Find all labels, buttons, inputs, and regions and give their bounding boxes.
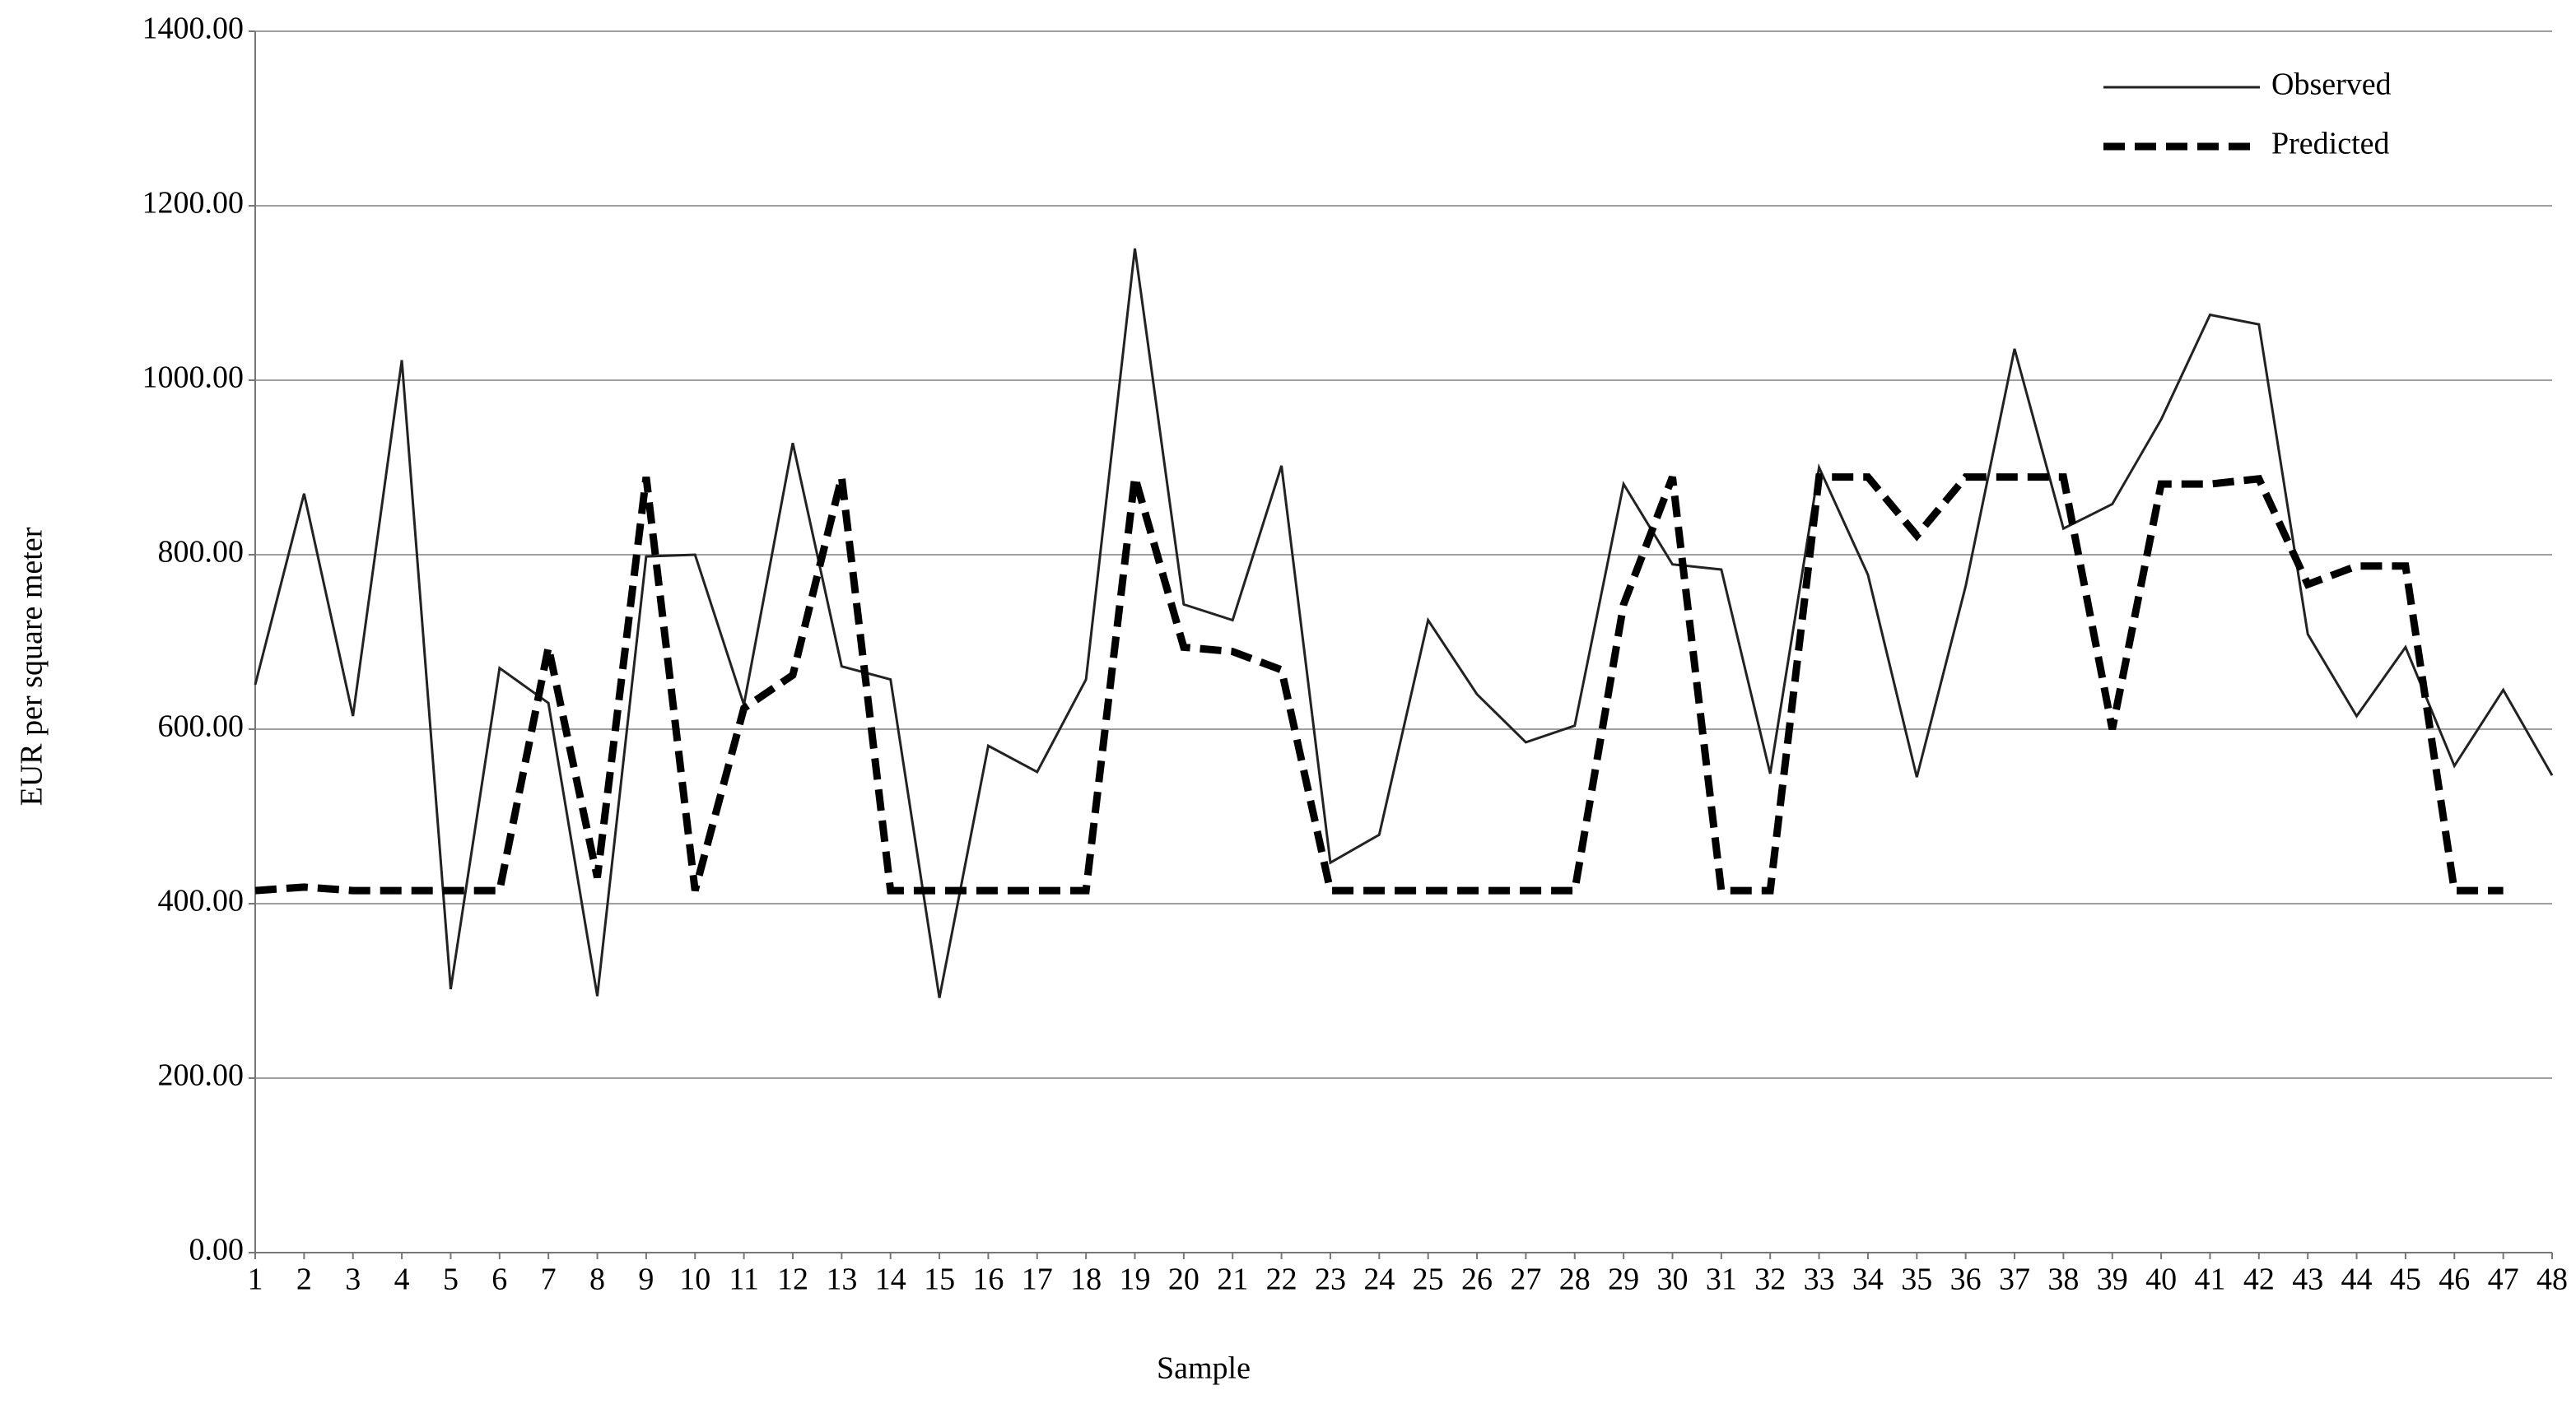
x-tick-label: 23 xyxy=(1315,1263,1346,1297)
x-tick-label: 9 xyxy=(638,1263,654,1297)
y-tick-label: 1200.00 xyxy=(142,186,245,221)
x-tick-label: 31 xyxy=(1706,1263,1737,1297)
x-tick-label: 3 xyxy=(345,1263,361,1297)
y-tick-label: 400.00 xyxy=(158,884,245,918)
x-tick-label: 48 xyxy=(2536,1263,2568,1297)
x-tick-label: 1 xyxy=(248,1263,263,1297)
y-tick-label: 1400.00 xyxy=(142,12,245,46)
x-tick-label: 5 xyxy=(443,1263,459,1297)
x-tick-label: 43 xyxy=(2292,1263,2323,1297)
x-tick-label: 33 xyxy=(1804,1263,1835,1297)
x-tick-label: 15 xyxy=(924,1263,955,1297)
x-tick-label: 44 xyxy=(2341,1263,2373,1297)
x-tick-label: 2 xyxy=(296,1263,312,1297)
x-tick-label: 13 xyxy=(826,1263,857,1297)
x-tick-label: 14 xyxy=(875,1263,906,1297)
y-tick-label: 1000.00 xyxy=(142,360,245,395)
x-tick-label: 10 xyxy=(679,1263,710,1297)
x-tick-label: 20 xyxy=(1168,1263,1199,1297)
y-tick-label: 0.00 xyxy=(189,1233,245,1267)
x-tick-label: 17 xyxy=(1022,1263,1053,1297)
x-tick-label: 18 xyxy=(1070,1263,1102,1297)
legend-label: Predicted xyxy=(2271,127,2390,161)
x-tick-label: 37 xyxy=(1999,1263,2030,1297)
x-tick-label: 28 xyxy=(1559,1263,1591,1297)
x-tick-label: 36 xyxy=(1950,1263,1982,1297)
x-tick-label: 32 xyxy=(1754,1263,1786,1297)
x-tick-label: 26 xyxy=(1461,1263,1493,1297)
x-tick-label: 27 xyxy=(1510,1263,1541,1297)
x-tick-label: 11 xyxy=(729,1263,759,1297)
y-tick-label: 800.00 xyxy=(158,535,245,570)
x-tick-label: 47 xyxy=(2488,1263,2519,1297)
x-tick-label: 21 xyxy=(1217,1263,1248,1297)
x-tick-label: 41 xyxy=(2194,1263,2225,1297)
x-tick-label: 39 xyxy=(2097,1263,2128,1297)
x-tick-label: 34 xyxy=(1852,1263,1884,1297)
x-tick-label: 38 xyxy=(2047,1263,2079,1297)
x-tick-label: 16 xyxy=(972,1263,1004,1297)
y-axis-label: EUR per square meter xyxy=(15,527,49,806)
x-tick-label: 19 xyxy=(1120,1263,1151,1297)
x-tick-label: 46 xyxy=(2439,1263,2470,1297)
x-tick-label: 8 xyxy=(589,1263,605,1297)
x-tick-label: 40 xyxy=(2145,1263,2177,1297)
y-tick-label: 600.00 xyxy=(158,709,245,744)
x-tick-label: 24 xyxy=(1363,1263,1395,1297)
x-axis-label: Sample xyxy=(1157,1351,1251,1386)
x-tick-label: 45 xyxy=(2390,1263,2421,1297)
x-tick-label: 25 xyxy=(1413,1263,1444,1297)
data-line xyxy=(254,473,2504,895)
legend-label: Observed xyxy=(2271,67,2392,102)
x-tick-label: 35 xyxy=(1901,1263,1932,1297)
x-tick-label: 6 xyxy=(491,1263,507,1297)
data-line xyxy=(254,248,2554,998)
x-tick-label: 42 xyxy=(2243,1263,2275,1297)
x-tick-label: 30 xyxy=(1656,1263,1688,1297)
x-tick-label: 4 xyxy=(394,1263,410,1297)
x-tick-label: 7 xyxy=(541,1263,557,1297)
y-tick-label: 200.00 xyxy=(158,1058,245,1093)
x-tick-label: 29 xyxy=(1608,1263,1639,1297)
x-tick-label: 12 xyxy=(777,1263,808,1297)
x-tick-label: 22 xyxy=(1266,1263,1297,1297)
